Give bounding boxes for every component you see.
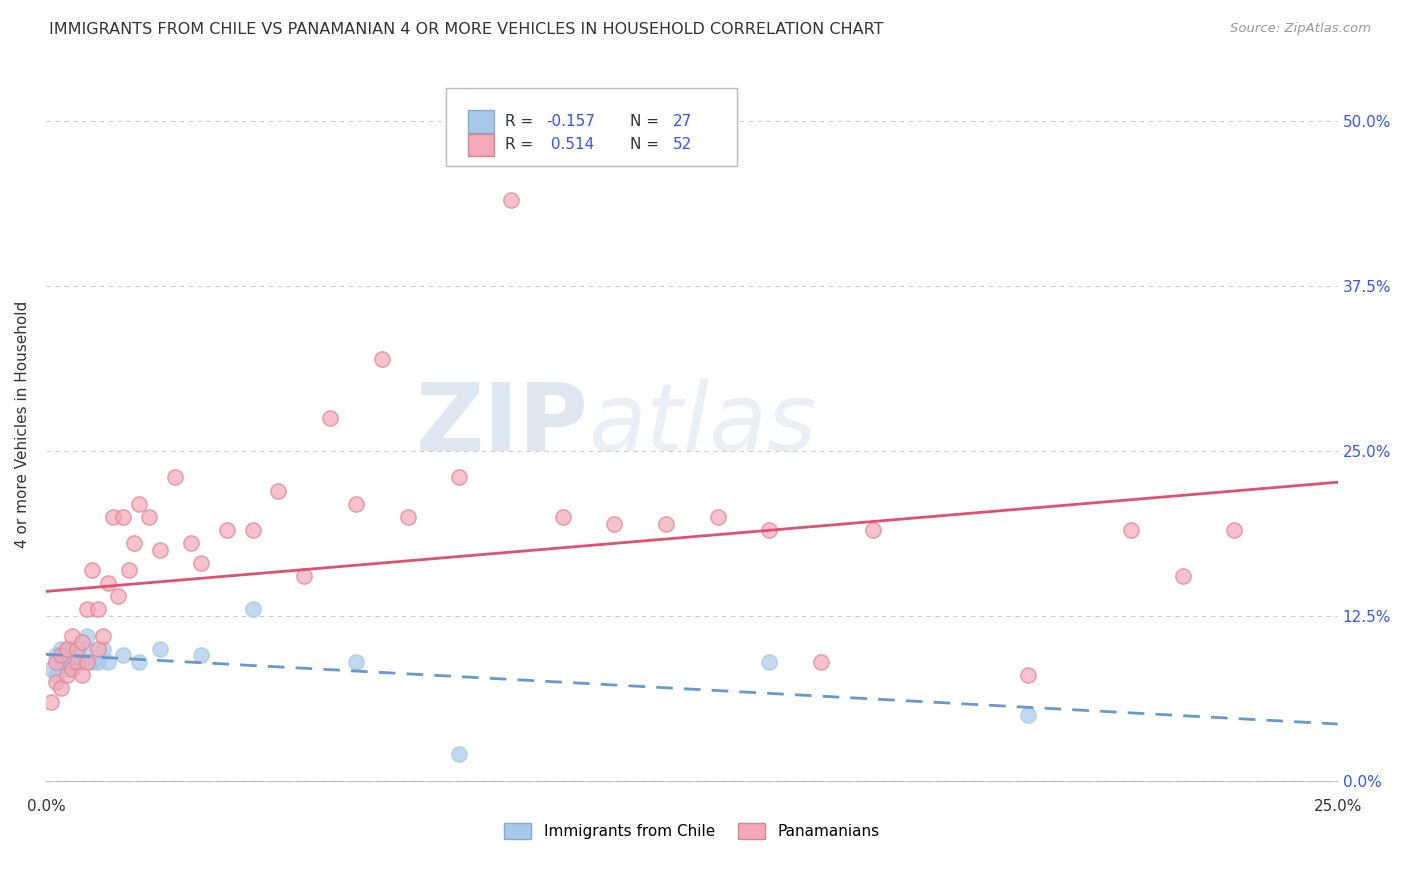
- Point: [70, 655, 93, 669]
- Point: [45, 648, 67, 663]
- Point: [449, 747, 471, 762]
- Legend: Immigrants from Chile, Panamanians: Immigrants from Chile, Panamanians: [498, 817, 886, 846]
- Point: [39, 695, 62, 709]
- Point: [66, 655, 89, 669]
- Point: [1171, 569, 1194, 583]
- Point: [190, 648, 212, 663]
- Point: [138, 510, 160, 524]
- Point: [396, 510, 419, 524]
- Point: [128, 655, 150, 669]
- Point: [51, 641, 73, 656]
- Point: [215, 523, 238, 537]
- Point: [97, 655, 120, 669]
- Point: [70, 668, 93, 682]
- Point: [91, 641, 114, 656]
- Point: [655, 516, 678, 531]
- Text: 0.514: 0.514: [546, 137, 595, 153]
- Point: [1223, 523, 1246, 537]
- Bar: [468, 111, 494, 133]
- Point: [1119, 523, 1142, 537]
- Point: [810, 655, 832, 669]
- Point: [149, 543, 172, 558]
- Point: [112, 510, 135, 524]
- Point: [45, 655, 67, 669]
- Point: [499, 194, 522, 208]
- Point: [292, 569, 315, 583]
- Text: 27: 27: [672, 114, 692, 129]
- Point: [82, 655, 104, 669]
- Point: [344, 655, 367, 669]
- Point: [122, 536, 145, 550]
- Point: [149, 641, 172, 656]
- Point: [86, 641, 108, 656]
- Point: [862, 523, 884, 537]
- Y-axis label: 4 or more Vehicles in Household: 4 or more Vehicles in Household: [15, 301, 30, 549]
- Point: [91, 629, 114, 643]
- Point: [551, 510, 574, 524]
- Point: [60, 655, 83, 669]
- Point: [449, 470, 471, 484]
- Point: [55, 668, 77, 682]
- Text: IMMIGRANTS FROM CHILE VS PANAMANIAN 4 OR MORE VEHICLES IN HOUSEHOLD CORRELATION : IMMIGRANTS FROM CHILE VS PANAMANIAN 4 OR…: [49, 22, 884, 37]
- Text: 52: 52: [672, 137, 692, 153]
- Point: [371, 351, 394, 366]
- Text: R =: R =: [505, 114, 537, 129]
- Point: [60, 629, 83, 643]
- Text: N =: N =: [630, 137, 664, 153]
- Text: ZIP: ZIP: [416, 378, 589, 471]
- Point: [55, 641, 77, 656]
- Point: [55, 662, 77, 676]
- Point: [190, 556, 212, 570]
- Point: [60, 662, 83, 676]
- Point: [66, 641, 89, 656]
- Point: [51, 655, 73, 669]
- Point: [319, 411, 342, 425]
- Point: [101, 510, 124, 524]
- Point: [70, 635, 93, 649]
- Point: [51, 648, 73, 663]
- Point: [242, 602, 264, 616]
- Point: [165, 470, 187, 484]
- Point: [60, 641, 83, 656]
- Point: [39, 662, 62, 676]
- Point: [45, 668, 67, 682]
- Point: [344, 497, 367, 511]
- Point: [97, 575, 120, 590]
- Point: [112, 648, 135, 663]
- Point: [76, 602, 98, 616]
- Point: [76, 629, 98, 643]
- Point: [128, 497, 150, 511]
- Point: [1017, 707, 1039, 722]
- Text: -0.157: -0.157: [546, 114, 595, 129]
- Point: [66, 648, 89, 663]
- Point: [180, 536, 202, 550]
- Text: R =: R =: [505, 137, 537, 153]
- Text: Source: ZipAtlas.com: Source: ZipAtlas.com: [1230, 22, 1371, 36]
- Text: N =: N =: [630, 114, 664, 129]
- Point: [758, 523, 780, 537]
- Point: [45, 674, 67, 689]
- Point: [758, 655, 780, 669]
- Point: [86, 602, 108, 616]
- Point: [117, 563, 139, 577]
- Point: [66, 655, 89, 669]
- Point: [603, 516, 626, 531]
- FancyBboxPatch shape: [446, 88, 737, 166]
- Point: [267, 483, 290, 498]
- Text: atlas: atlas: [589, 379, 817, 470]
- Point: [107, 589, 129, 603]
- Point: [55, 641, 77, 656]
- Point: [76, 641, 98, 656]
- Point: [82, 563, 104, 577]
- Point: [51, 681, 73, 696]
- Point: [86, 655, 108, 669]
- Point: [1017, 668, 1039, 682]
- Point: [706, 510, 728, 524]
- Point: [76, 655, 98, 669]
- Point: [242, 523, 264, 537]
- Bar: [468, 134, 494, 156]
